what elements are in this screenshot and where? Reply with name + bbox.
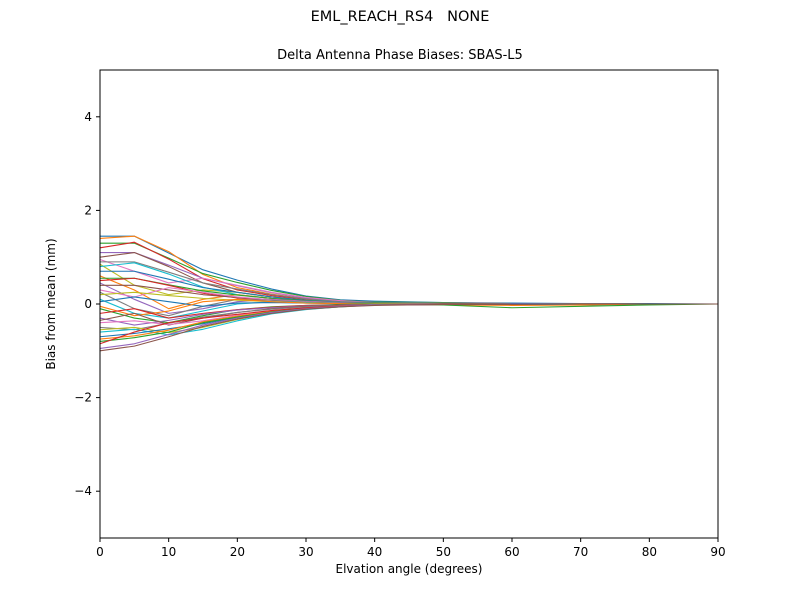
x-tick-label: 90	[710, 545, 725, 559]
series-line	[99, 284, 719, 305]
x-tick-label: 70	[573, 545, 588, 559]
y-tick-label: −4	[74, 484, 92, 498]
series-line	[99, 270, 719, 305]
y-tick-label: −2	[74, 391, 92, 405]
x-tick-label: 20	[230, 545, 245, 559]
y-tick-label: 4	[84, 110, 92, 124]
x-tick-label: 40	[367, 545, 382, 559]
series-line	[99, 241, 719, 305]
x-tick-label: 30	[298, 545, 313, 559]
x-tick-label: 50	[436, 545, 451, 559]
series-line	[99, 235, 719, 305]
y-axis-label: Bias from mean (mm)	[44, 238, 58, 369]
series-line	[99, 303, 719, 352]
y-tick-label: 2	[84, 203, 92, 217]
x-tick-label: 0	[96, 545, 104, 559]
x-tick-label: 60	[504, 545, 519, 559]
x-tick-label: 80	[642, 545, 657, 559]
series-lines	[99, 235, 719, 352]
figure-title: EML_REACH_RS4 NONE	[310, 9, 490, 25]
y-axis-ticks: −4 −2 0 2 4	[74, 110, 100, 498]
series-line	[99, 235, 719, 305]
series-line	[99, 298, 719, 317]
series-line	[99, 251, 719, 305]
x-axis-label: Elvation angle (degrees)	[336, 562, 483, 576]
x-tick-label: 10	[161, 545, 176, 559]
series-line	[99, 242, 719, 305]
series-line	[99, 303, 719, 350]
y-tick-label: 0	[84, 297, 92, 311]
axes-title: Delta Antenna Phase Biases: SBAS-L5	[277, 48, 523, 63]
x-axis-ticks: 0 10 20 30 40 50 60 70 80 90	[96, 538, 726, 559]
